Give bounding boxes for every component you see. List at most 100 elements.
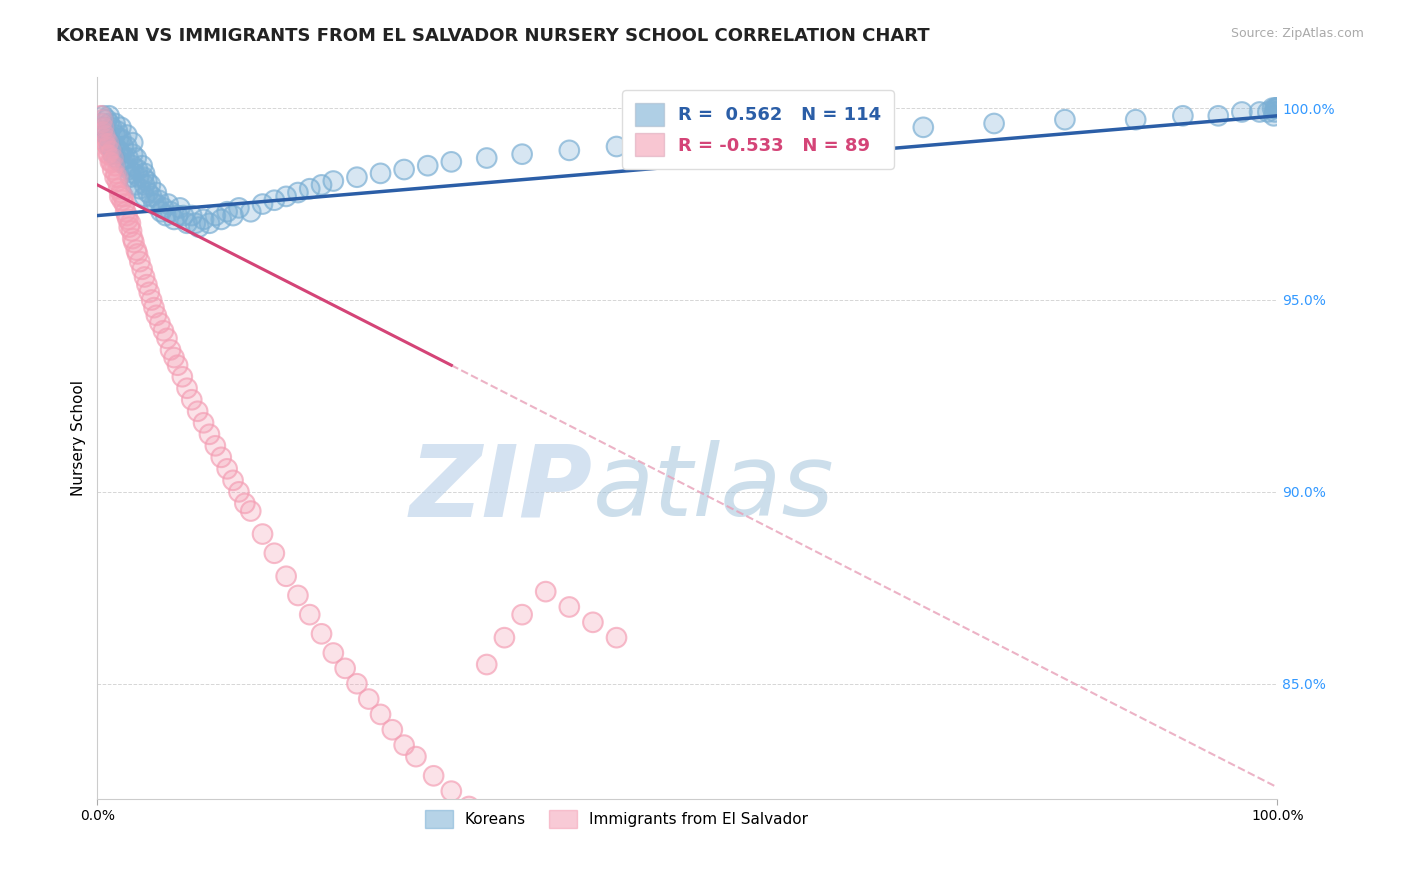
Point	[1230, 105, 1253, 120]
Point	[180, 209, 202, 223]
Point	[392, 738, 415, 752]
Point	[233, 496, 256, 510]
Point	[96, 112, 118, 127]
Point	[1263, 109, 1285, 123]
Point	[91, 124, 114, 138]
Point	[475, 657, 498, 672]
Point	[652, 136, 675, 150]
Point	[117, 151, 139, 165]
Point	[1257, 105, 1279, 120]
Point	[156, 331, 179, 345]
Point	[166, 209, 188, 223]
Point	[114, 159, 136, 173]
Point	[983, 116, 1005, 130]
Point	[333, 661, 356, 675]
Point	[115, 139, 138, 153]
Point	[91, 112, 114, 127]
Point	[252, 527, 274, 541]
Point	[149, 316, 172, 330]
Point	[276, 569, 298, 583]
Point	[148, 193, 170, 207]
Point	[155, 209, 177, 223]
Point	[558, 599, 581, 614]
Point	[156, 331, 179, 345]
Point	[136, 186, 159, 200]
Point	[157, 197, 180, 211]
Point	[114, 151, 136, 165]
Point	[853, 124, 876, 138]
Point	[105, 166, 128, 180]
Point	[134, 166, 156, 180]
Point	[1261, 101, 1284, 115]
Text: KOREAN VS IMMIGRANTS FROM EL SALVADOR NURSERY SCHOOL CORRELATION CHART: KOREAN VS IMMIGRANTS FROM EL SALVADOR NU…	[56, 27, 929, 45]
Point	[298, 607, 321, 622]
Point	[96, 132, 118, 146]
Point	[96, 132, 118, 146]
Point	[794, 128, 817, 142]
Point	[98, 128, 121, 142]
Point	[422, 769, 444, 783]
Point	[138, 285, 160, 300]
Point	[204, 209, 226, 223]
Point	[134, 270, 156, 285]
Point	[405, 749, 427, 764]
Point	[1171, 109, 1194, 123]
Point	[1171, 109, 1194, 123]
Point	[198, 427, 221, 442]
Point	[104, 128, 127, 142]
Point	[322, 646, 344, 660]
Point	[135, 277, 157, 292]
Point	[1265, 101, 1288, 115]
Point	[1053, 112, 1076, 127]
Point	[139, 178, 162, 192]
Point	[112, 139, 135, 153]
Point	[152, 324, 174, 338]
Point	[222, 474, 245, 488]
Point	[135, 277, 157, 292]
Point	[98, 109, 121, 123]
Point	[287, 589, 309, 603]
Point	[108, 189, 131, 203]
Point	[157, 197, 180, 211]
Point	[392, 738, 415, 752]
Point	[93, 120, 115, 135]
Point	[145, 197, 167, 211]
Point	[132, 170, 155, 185]
Point	[97, 147, 120, 161]
Point	[239, 204, 262, 219]
Point	[263, 546, 285, 560]
Point	[204, 209, 226, 223]
Point	[101, 162, 124, 177]
Point	[91, 109, 114, 123]
Point	[217, 462, 239, 476]
Point	[510, 607, 533, 622]
Point	[122, 166, 145, 180]
Point	[558, 599, 581, 614]
Point	[131, 159, 153, 173]
Point	[209, 450, 232, 465]
Point	[187, 404, 209, 418]
Point	[298, 182, 321, 196]
Point	[107, 144, 129, 158]
Point	[118, 220, 141, 235]
Point	[91, 112, 114, 127]
Point	[252, 527, 274, 541]
Point	[110, 132, 132, 146]
Point	[209, 450, 232, 465]
Point	[100, 120, 122, 135]
Point	[100, 136, 122, 150]
Point	[98, 109, 121, 123]
Point	[101, 147, 124, 161]
Point	[98, 128, 121, 142]
Point	[97, 132, 120, 146]
Point	[180, 392, 202, 407]
Point	[605, 631, 627, 645]
Point	[110, 147, 132, 161]
Point	[163, 212, 186, 227]
Point	[94, 128, 117, 142]
Point	[605, 139, 627, 153]
Point	[97, 132, 120, 146]
Point	[193, 416, 215, 430]
Point	[148, 193, 170, 207]
Point	[100, 144, 122, 158]
